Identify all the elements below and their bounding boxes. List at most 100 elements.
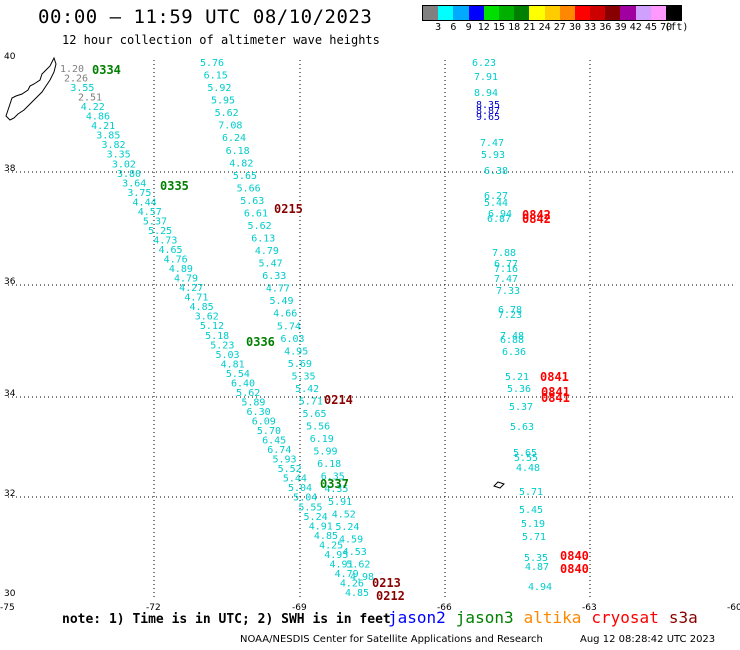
swh-reading: 6.13 [251,234,275,245]
swh-reading: 5.52 [278,464,302,475]
swh-reading: 9.65 [476,112,500,123]
swh-reading: 6.19 [310,434,334,445]
swh-reading: 5.24 [304,512,328,523]
swh-reading: 6.36 [502,347,526,358]
swh-reading: 6.77 [494,259,518,270]
satellite-legend: jason2 jason3 altika cryosat s3a [388,608,708,627]
legend-item-jason3: jason3 [455,608,514,627]
swh-reading: 5.23 [210,340,234,351]
legend-item-s3a: s3a [668,608,698,627]
swh-reading: 5.54 [226,369,250,380]
swh-reading: 5.04 [293,493,317,504]
swh-reading: 5.91 [328,497,352,508]
swh-reading: 4.59 [339,534,363,545]
scale-swatch [514,6,530,20]
swh-reading: 5.24 [335,522,359,533]
swh-reading: 6.27 [484,191,508,202]
swh-reading: 5.49 [270,296,294,307]
swh-reading: 5.65 [233,171,257,182]
color-scale: 3 6 9 12 15 18 21 24 27 30 33 36 39 42 45 70 (ft) [422,5,688,35]
swh-reading: 4.94 [528,582,552,593]
swh-reading: 3.35 [107,150,131,161]
lat-tick-label: 34 [4,389,16,399]
pass-time-label: 0336 [246,335,275,349]
swh-reading: 6.35 [321,472,345,483]
swh-reading: 3.62 [195,312,219,323]
swh-reading: 5.44 [484,198,508,209]
pass-time-label: 0841 [540,370,569,384]
swh-reading: 4.79 [255,246,279,257]
swh-reading: 4.76 [164,255,188,266]
pass-time-label: 0840 [560,549,589,563]
swh-reading: 4.79 [174,274,198,285]
swh-reading: 2.26 [64,74,88,85]
pass-time-label: 0842 [522,212,551,226]
page-title: 00:00 – 11:59 UTC 08/10/2023 [38,6,373,28]
swh-reading: 4.65 [158,245,182,256]
scale-swatch [590,6,606,20]
scale-label: 70 [660,22,673,33]
color-scale-labels: 3 6 9 12 15 18 21 24 27 30 33 36 39 42 45 70 (ft) [422,21,688,35]
swh-reading: 6.24 [222,133,246,144]
swh-reading: 4.77 [266,284,290,295]
scale-swatch [529,6,545,20]
scale-swatch [468,6,484,20]
swh-reading: 5.93 [481,150,505,161]
scale-swatch [483,6,499,20]
note-text: note: 1) Time is in UTC; 2) SWH is in fe… [62,612,391,627]
pass-time-label: 0841 [541,385,570,399]
swh-reading: 6.09 [252,417,276,428]
pass-time-label: 0212 [376,589,405,603]
swh-reading: 5.95 [211,96,235,107]
swh-reading: 6.94 [488,209,512,220]
swh-reading: 5.44 [283,474,307,485]
pass-time-label: 0335 [160,179,189,193]
swh-reading: 5.71 [519,487,543,498]
swh-reading: 6.40 [231,378,255,389]
swh-reading: 5.74 [277,321,301,332]
scale-label: 24 [538,22,551,33]
lon-tick-label: -63 [582,603,597,613]
scale-swatch [635,6,651,20]
legend-item-cryosat: cryosat [591,608,659,627]
swh-reading: 5.45 [519,505,543,516]
swh-reading: 6.23 [472,58,496,69]
swh-reading: 4.87 [525,562,549,573]
swh-reading: 7.47 [480,138,504,149]
pass-time-label: 0214 [324,393,353,407]
swh-reading: 6.87 [487,214,511,225]
swh-reading: 6.88 [500,335,524,346]
pass-time-label: 0337 [320,477,349,491]
swh-reading: 8.94 [474,88,498,99]
swh-reading: 6.74 [267,445,291,456]
scale-label: 27 [553,22,566,33]
swh-reading: 5.25 [148,226,172,237]
lon-tick-label: -72 [146,603,161,613]
swh-reading: 5.62 [248,221,272,232]
swh-reading: 7.47 [494,274,518,285]
swh-reading: 4.86 [86,112,110,123]
grid: -75 -72 -69 -66 -63 -60 40 38 36 34 32 30 [0,52,740,613]
swh-reading: 5.92 [207,83,231,94]
swh-reading: 3.55 [70,83,94,94]
swh-reading: 5.70 [257,426,281,437]
swh-reading: 5.65 [302,409,326,420]
swh-reading: 7.23 [498,310,522,321]
swh-reading: 5.47 [259,259,283,270]
island-outline [493,481,505,489]
swh-reading: 6.15 [204,71,228,82]
swh-reading: 5.42 [295,384,319,395]
swh-reading: 4.91 [329,559,353,570]
swh-reading: 8.87 [476,106,500,117]
swh-reading: 5.35 [291,371,315,382]
scale-swatch [650,6,666,20]
lat-tick-label: 30 [4,589,16,599]
coastline-path [5,56,57,121]
coastline [5,56,505,489]
swh-reading: 6.45 [262,436,286,447]
swh-reading: 3.75 [127,188,151,199]
swh-reading: 5.99 [313,447,337,458]
scale-swatch [605,6,621,20]
scale-swatch [544,6,560,20]
